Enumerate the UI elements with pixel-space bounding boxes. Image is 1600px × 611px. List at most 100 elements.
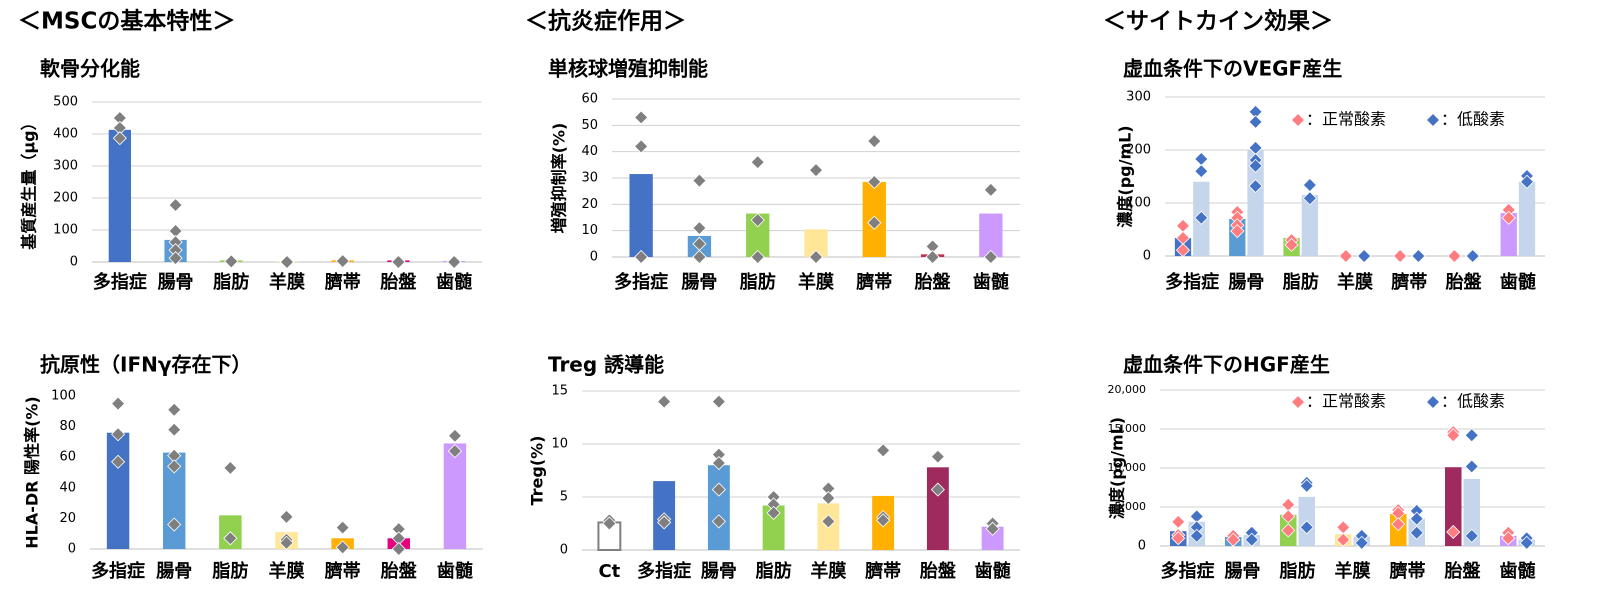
section-header: ＜MSCの基本特性＞ — [18, 9, 235, 35]
x-tick-label: 腸骨 — [158, 272, 194, 293]
data-point — [167, 422, 182, 437]
x-tick-label: 羊膜 — [269, 560, 305, 582]
data-point — [391, 541, 406, 557]
x-tick-label: 胎盤 — [380, 271, 417, 293]
data-point — [223, 531, 238, 546]
x-tick-label: 臍帯 — [1391, 271, 1427, 293]
y-tick-label: 10 — [581, 223, 598, 238]
data-point — [112, 131, 127, 146]
data-point — [1230, 224, 1245, 239]
data-point — [1302, 177, 1317, 193]
data-point — [1281, 509, 1296, 524]
data-point — [808, 249, 824, 265]
bar — [979, 213, 1003, 257]
data-point — [750, 213, 765, 228]
x-tick-label: 多指症 — [614, 271, 668, 293]
x-tick-label: 腸骨 — [156, 561, 192, 582]
y-tick-label: 200 — [1126, 143, 1151, 158]
chart-title: 軟骨分化能 — [40, 57, 140, 81]
data-point — [335, 540, 350, 555]
x-tick-label: 脂肪 — [740, 271, 776, 293]
x-tick-label: 腸骨 — [701, 561, 737, 582]
data-point — [1464, 428, 1479, 443]
data-point — [1446, 524, 1461, 540]
y-tick-label: 5 — [560, 490, 568, 505]
data-point — [930, 482, 945, 497]
x-tick-label: 胎盤 — [1446, 271, 1483, 293]
data-point — [1411, 248, 1426, 264]
x-tick-label: 臍帯 — [325, 271, 361, 293]
data-point — [876, 513, 891, 528]
y-axis-label: 基質産生量（μg） — [20, 114, 39, 250]
bar — [981, 526, 1004, 550]
data-point — [602, 516, 617, 531]
data-point — [1409, 525, 1424, 540]
data-point — [808, 163, 824, 178]
data-point — [1194, 210, 1209, 225]
y-tick-label: 40 — [581, 144, 598, 159]
data-point — [821, 514, 836, 529]
data-point — [1447, 248, 1462, 264]
data-point — [167, 459, 182, 474]
bar — [1463, 478, 1480, 546]
data-point — [1409, 511, 1424, 526]
bar — [1445, 467, 1462, 546]
data-point — [930, 449, 945, 464]
data-point — [867, 174, 882, 190]
y-tick-label: 0 — [68, 542, 76, 557]
x-tick-label: 胎盤 — [381, 560, 418, 582]
chart-title: 虚血条件下のHGF産生 — [1123, 353, 1330, 377]
data-point — [1194, 151, 1209, 167]
data-point — [1336, 520, 1351, 535]
data-point — [1465, 248, 1480, 264]
x-tick-label: 多指症 — [637, 560, 691, 582]
y-tick-label: 500 — [53, 95, 78, 110]
data-point — [1391, 517, 1406, 532]
data-point — [168, 197, 183, 213]
bar — [707, 465, 730, 550]
y-axis-label: HLA-DR 陽性率(%) — [23, 396, 42, 548]
legend-marker — [1425, 112, 1441, 128]
data-point — [167, 402, 182, 417]
data-point — [983, 182, 998, 197]
data-point — [1519, 535, 1534, 550]
bar — [1518, 181, 1536, 256]
data-point — [223, 460, 238, 475]
x-tick-label: 脂肪 — [213, 271, 249, 293]
x-tick-label: 歯髄 — [1500, 560, 1537, 582]
data-point — [1357, 248, 1372, 264]
data-point — [1519, 174, 1535, 189]
data-point — [1175, 243, 1191, 258]
data-point — [983, 249, 998, 265]
y-tick-label: 60 — [581, 92, 598, 107]
data-point — [279, 254, 295, 270]
data-point — [447, 254, 462, 270]
y-tick-label: 400 — [53, 127, 78, 142]
x-tick-label: 多指症 — [93, 271, 147, 293]
y-tick-label: 100 — [1126, 196, 1151, 211]
chart-title: 単核球増殖抑制能 — [548, 57, 708, 81]
bar — [1247, 150, 1264, 256]
bar — [1500, 213, 1517, 256]
data-point — [711, 482, 726, 497]
data-point — [1171, 514, 1186, 529]
x-tick-label: 羊膜 — [269, 271, 305, 293]
chart-title: 虚血条件下のVEGF産生 — [1123, 57, 1342, 81]
y-tick-label: 20 — [581, 197, 598, 212]
legend-label: ：低酸素 — [1441, 110, 1505, 129]
data-point — [1284, 237, 1299, 252]
x-tick-label: 腸骨 — [1228, 272, 1264, 293]
data-point — [985, 521, 1000, 536]
section-header: ＜サイトカイン効果＞ — [1103, 8, 1333, 35]
data-point — [1299, 520, 1314, 535]
x-tick-label: 歯髄 — [973, 271, 1010, 293]
data-point — [167, 517, 182, 532]
data-point — [1336, 532, 1351, 547]
legend-label: ：正常酸素 — [1306, 110, 1386, 129]
data-point — [111, 454, 126, 469]
x-tick-label: 歯髄 — [1500, 271, 1537, 293]
x-tick-label: 胎盤 — [915, 271, 952, 293]
data-point — [867, 215, 882, 230]
data-point — [692, 173, 707, 188]
data-point — [711, 394, 726, 409]
